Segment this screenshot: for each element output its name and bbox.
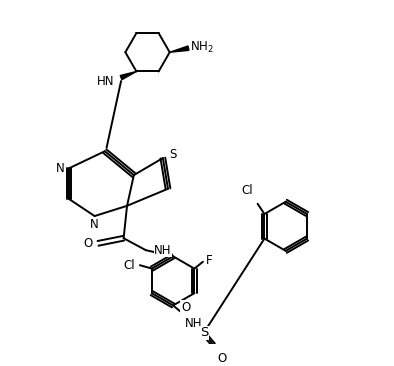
Text: HN: HN [97,75,114,87]
Text: Cl: Cl [241,184,253,197]
Text: O: O [84,237,93,250]
Text: N: N [90,218,99,231]
Polygon shape [170,46,189,52]
Text: N: N [56,162,65,175]
Polygon shape [120,71,136,80]
Text: Cl: Cl [123,259,135,272]
Text: NH: NH [154,244,172,257]
Text: S: S [200,326,208,339]
Text: S: S [169,148,177,161]
Text: NH$_2$: NH$_2$ [190,40,214,55]
Text: NH: NH [185,317,203,330]
Text: F: F [206,254,213,266]
Text: O: O [217,351,227,365]
Text: O: O [181,301,190,314]
